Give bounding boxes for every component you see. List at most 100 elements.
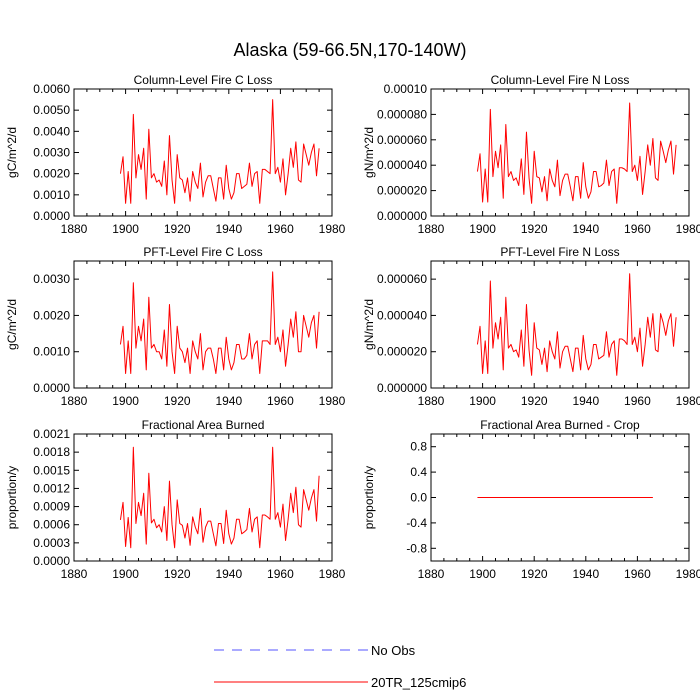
x-tick-label: 1960 [624, 394, 651, 408]
y-axis-label: gN/m^2/d [362, 127, 376, 178]
x-tick-label: 1900 [112, 567, 139, 581]
panel-title: Fractional Area Burned [142, 418, 265, 432]
y-tick-label: 0.0010 [33, 345, 70, 359]
x-tick-label: 1940 [572, 567, 599, 581]
y-axis-label: proportion/y [5, 466, 19, 529]
series-line-20TR_125cmip6 [119, 99, 320, 204]
x-tick-label: 1980 [676, 567, 700, 581]
legend-model-label: 20TR_125cmip6 [371, 675, 466, 690]
x-tick-label: 1960 [624, 222, 651, 236]
y-tick-label: 0.000040 [377, 158, 427, 172]
x-tick-label: 1900 [469, 222, 496, 236]
y-tick-label: 0.000000 [377, 209, 427, 223]
y-tick-label: 0.0003 [33, 536, 70, 550]
y-tick-label: 0.0020 [33, 167, 70, 181]
chart-panel: Column-Level Fire N Loss 1880 1900 1920 1940… [362, 73, 700, 236]
y-tick-label: 0.0050 [33, 103, 70, 117]
x-tick-label: 1880 [418, 567, 445, 581]
panel-title: PFT-Level Fire N Loss [500, 245, 619, 259]
series-line-20TR_125cmip6 [119, 446, 320, 549]
y-tick-label: 0.0020 [33, 308, 70, 322]
chart-panel: Fractional Area Burned 1880 1900 1920 1940 19… [5, 418, 346, 581]
y-tick-label: 0.0018 [33, 445, 70, 459]
x-tick-label: 1880 [61, 567, 88, 581]
x-tick-label: 1940 [572, 222, 599, 236]
x-tick-label: 1960 [624, 567, 651, 581]
y-tick-label: 0.000060 [377, 133, 427, 147]
x-tick-label: 1920 [521, 222, 548, 236]
x-tick-label: 1900 [469, 394, 496, 408]
chart-panel: PFT-Level Fire C Loss 1880 1900 1920 1940 196… [5, 245, 346, 408]
x-tick-label: 1980 [319, 394, 346, 408]
x-tick-label: 1920 [521, 567, 548, 581]
y-axis-label: gC/m^2/d [5, 299, 19, 350]
y-tick-label: 0.000000 [377, 381, 427, 395]
x-tick-label: 1920 [164, 394, 191, 408]
y-tick-label: 0.00010 [384, 82, 428, 96]
y-tick-label: 0.000080 [377, 107, 427, 121]
y-tick-label: 0.000060 [377, 272, 427, 286]
x-tick-label: 1900 [112, 394, 139, 408]
x-tick-label: 1920 [164, 222, 191, 236]
x-tick-label: 1900 [469, 567, 496, 581]
x-tick-label: 1980 [319, 222, 346, 236]
panel-title: PFT-Level Fire C Loss [143, 245, 262, 259]
x-tick-label: 1960 [267, 394, 294, 408]
legend: No Obs 20TR_125cmip6 [214, 643, 466, 690]
y-tick-label: 0.4 [410, 465, 427, 479]
panel-title: Column-Level Fire C Loss [134, 73, 273, 87]
series-line-20TR_125cmip6 [476, 102, 677, 204]
x-tick-label: 1960 [267, 567, 294, 581]
figure-title: Alaska (59-66.5N,170-140W) [233, 40, 466, 60]
x-tick-label: 1980 [676, 394, 700, 408]
y-tick-label: 0.0040 [33, 124, 70, 138]
y-tick-label: 0.0000 [33, 209, 70, 223]
y-tick-label: 0.0021 [33, 427, 70, 441]
x-tick-label: 1880 [418, 222, 445, 236]
x-tick-label: 1960 [267, 222, 294, 236]
chart-panel: Column-Level Fire C Loss 1880 1900 1920 1940… [5, 73, 346, 236]
panel-title: Fractional Area Burned - Crop [480, 418, 640, 432]
x-tick-label: 1880 [418, 394, 445, 408]
y-axis-label: proportion/y [362, 466, 376, 529]
y-tick-label: 0.000040 [377, 308, 427, 322]
x-tick-label: 1940 [215, 222, 242, 236]
x-tick-label: 1940 [215, 394, 242, 408]
y-tick-label: 0.0060 [33, 82, 70, 96]
y-tick-label: 0.8 [410, 440, 427, 454]
y-tick-label: -0.4 [406, 516, 427, 530]
y-tick-label: -0.8 [406, 541, 427, 555]
panel-title: Column-Level Fire N Loss [491, 73, 630, 87]
y-tick-label: 0.000020 [377, 345, 427, 359]
series-line-20TR_125cmip6 [476, 273, 677, 376]
y-tick-label: 0.0000 [33, 554, 70, 568]
y-axis-label: gC/m^2/d [5, 127, 19, 178]
y-tick-label: 0.0 [410, 491, 427, 505]
x-tick-label: 1940 [572, 394, 599, 408]
y-tick-label: 0.0012 [33, 481, 70, 495]
x-tick-label: 1980 [676, 222, 700, 236]
y-tick-label: 0.0010 [33, 188, 70, 202]
x-tick-label: 1900 [112, 222, 139, 236]
x-tick-label: 1980 [319, 567, 346, 581]
x-tick-label: 1880 [61, 222, 88, 236]
x-tick-label: 1940 [215, 567, 242, 581]
panels: Column-Level Fire C Loss 1880 1900 1920 1940… [5, 73, 700, 581]
x-tick-label: 1920 [521, 394, 548, 408]
series-line-20TR_125cmip6 [119, 271, 320, 374]
x-tick-label: 1920 [164, 567, 191, 581]
y-tick-label: 0.0000 [33, 381, 70, 395]
x-tick-label: 1880 [61, 394, 88, 408]
y-tick-label: 0.000020 [377, 184, 427, 198]
chart-panel: Fractional Area Burned - Crop 1880 1900 192… [362, 418, 700, 581]
plot-frame [430, 88, 690, 217]
y-tick-label: 0.0030 [33, 146, 70, 160]
y-axis-label: gN/m^2/d [362, 299, 376, 350]
y-tick-label: 0.0009 [33, 500, 70, 514]
y-tick-label: 0.0030 [33, 272, 70, 286]
plot-frame [430, 260, 690, 389]
y-tick-label: 0.0015 [33, 463, 70, 477]
chart-panel: PFT-Level Fire N Loss 1880 1900 1920 1940 196… [362, 245, 700, 408]
legend-obs-label: No Obs [371, 643, 416, 658]
